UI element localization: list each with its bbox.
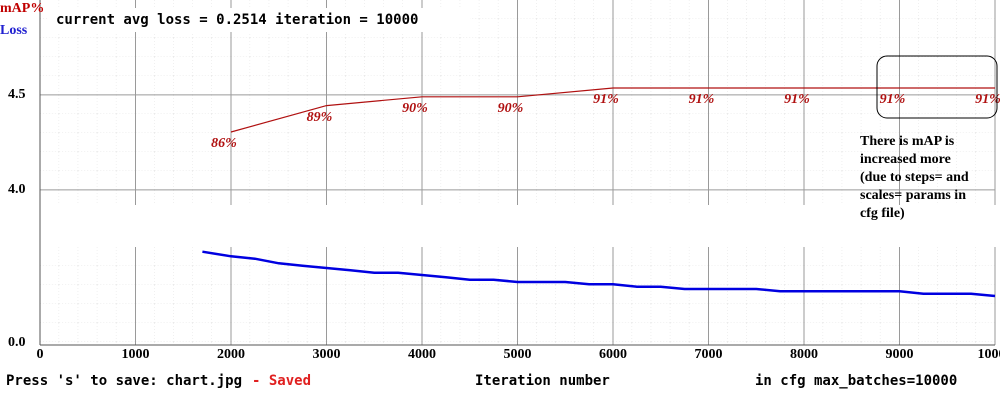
- value-label: 91%: [880, 92, 906, 107]
- value-label: 86%: [211, 136, 237, 151]
- x-tick-label: 0: [37, 347, 44, 362]
- x-tick-label: 7000: [695, 347, 723, 362]
- value-label: 91%: [593, 92, 619, 107]
- x-tick-label: 8000: [790, 347, 818, 362]
- annotation: There is mAP is increased more (due to ste…: [860, 134, 969, 221]
- annotation-line: increased more: [860, 152, 951, 167]
- y-tick-label: 4.5: [8, 87, 26, 102]
- x-tick-label: 9000: [886, 347, 914, 362]
- plot: LossmAP%86%89%90%90%91%91%91%91%91%: [202, 87, 1000, 298]
- panel-gap: [40, 205, 1000, 247]
- x-label: Iteration number: [475, 373, 610, 389]
- footer-right: in cfg max_batches=10000: [755, 373, 957, 389]
- x-tick-label: 3000: [313, 347, 341, 362]
- y2-label: mAP%: [0, 1, 44, 16]
- series-line: [230, 87, 995, 133]
- x-tick-label: 10000: [978, 347, 1000, 362]
- x-tick-label: 2000: [217, 347, 245, 362]
- x-tick-label: 5000: [504, 347, 532, 362]
- header-box: [48, 8, 470, 32]
- footer-left: Press 's' to save: chart.jpg: [6, 373, 242, 389]
- y-tick-label: 0.0: [8, 335, 26, 350]
- value-label: 91%: [784, 92, 810, 107]
- highlight-box: [876, 55, 998, 119]
- footer-saved: - Saved: [252, 373, 311, 389]
- annotation-line: (due to steps= and: [860, 170, 969, 185]
- header: current avg loss = 0.2514 iteration = 10…: [56, 12, 418, 28]
- annotation-line: scales= params in: [860, 188, 966, 203]
- annotation-line: There is mAP is: [860, 134, 955, 149]
- value-label: 90%: [498, 101, 524, 116]
- value-label: 91%: [975, 92, 1000, 107]
- y-label: Loss: [0, 23, 28, 38]
- grid: [39, 0, 996, 345]
- series-line: [202, 250, 996, 298]
- y-tick-label: 4.0: [8, 182, 26, 197]
- x-tick-label: 1000: [122, 347, 150, 362]
- value-label: 90%: [402, 101, 428, 116]
- x-tick-label: 6000: [599, 347, 627, 362]
- value-label: 89%: [307, 110, 333, 125]
- annotation-line: cfg file): [860, 206, 905, 221]
- x-tick-label: 4000: [408, 347, 436, 362]
- value-label: 91%: [689, 92, 715, 107]
